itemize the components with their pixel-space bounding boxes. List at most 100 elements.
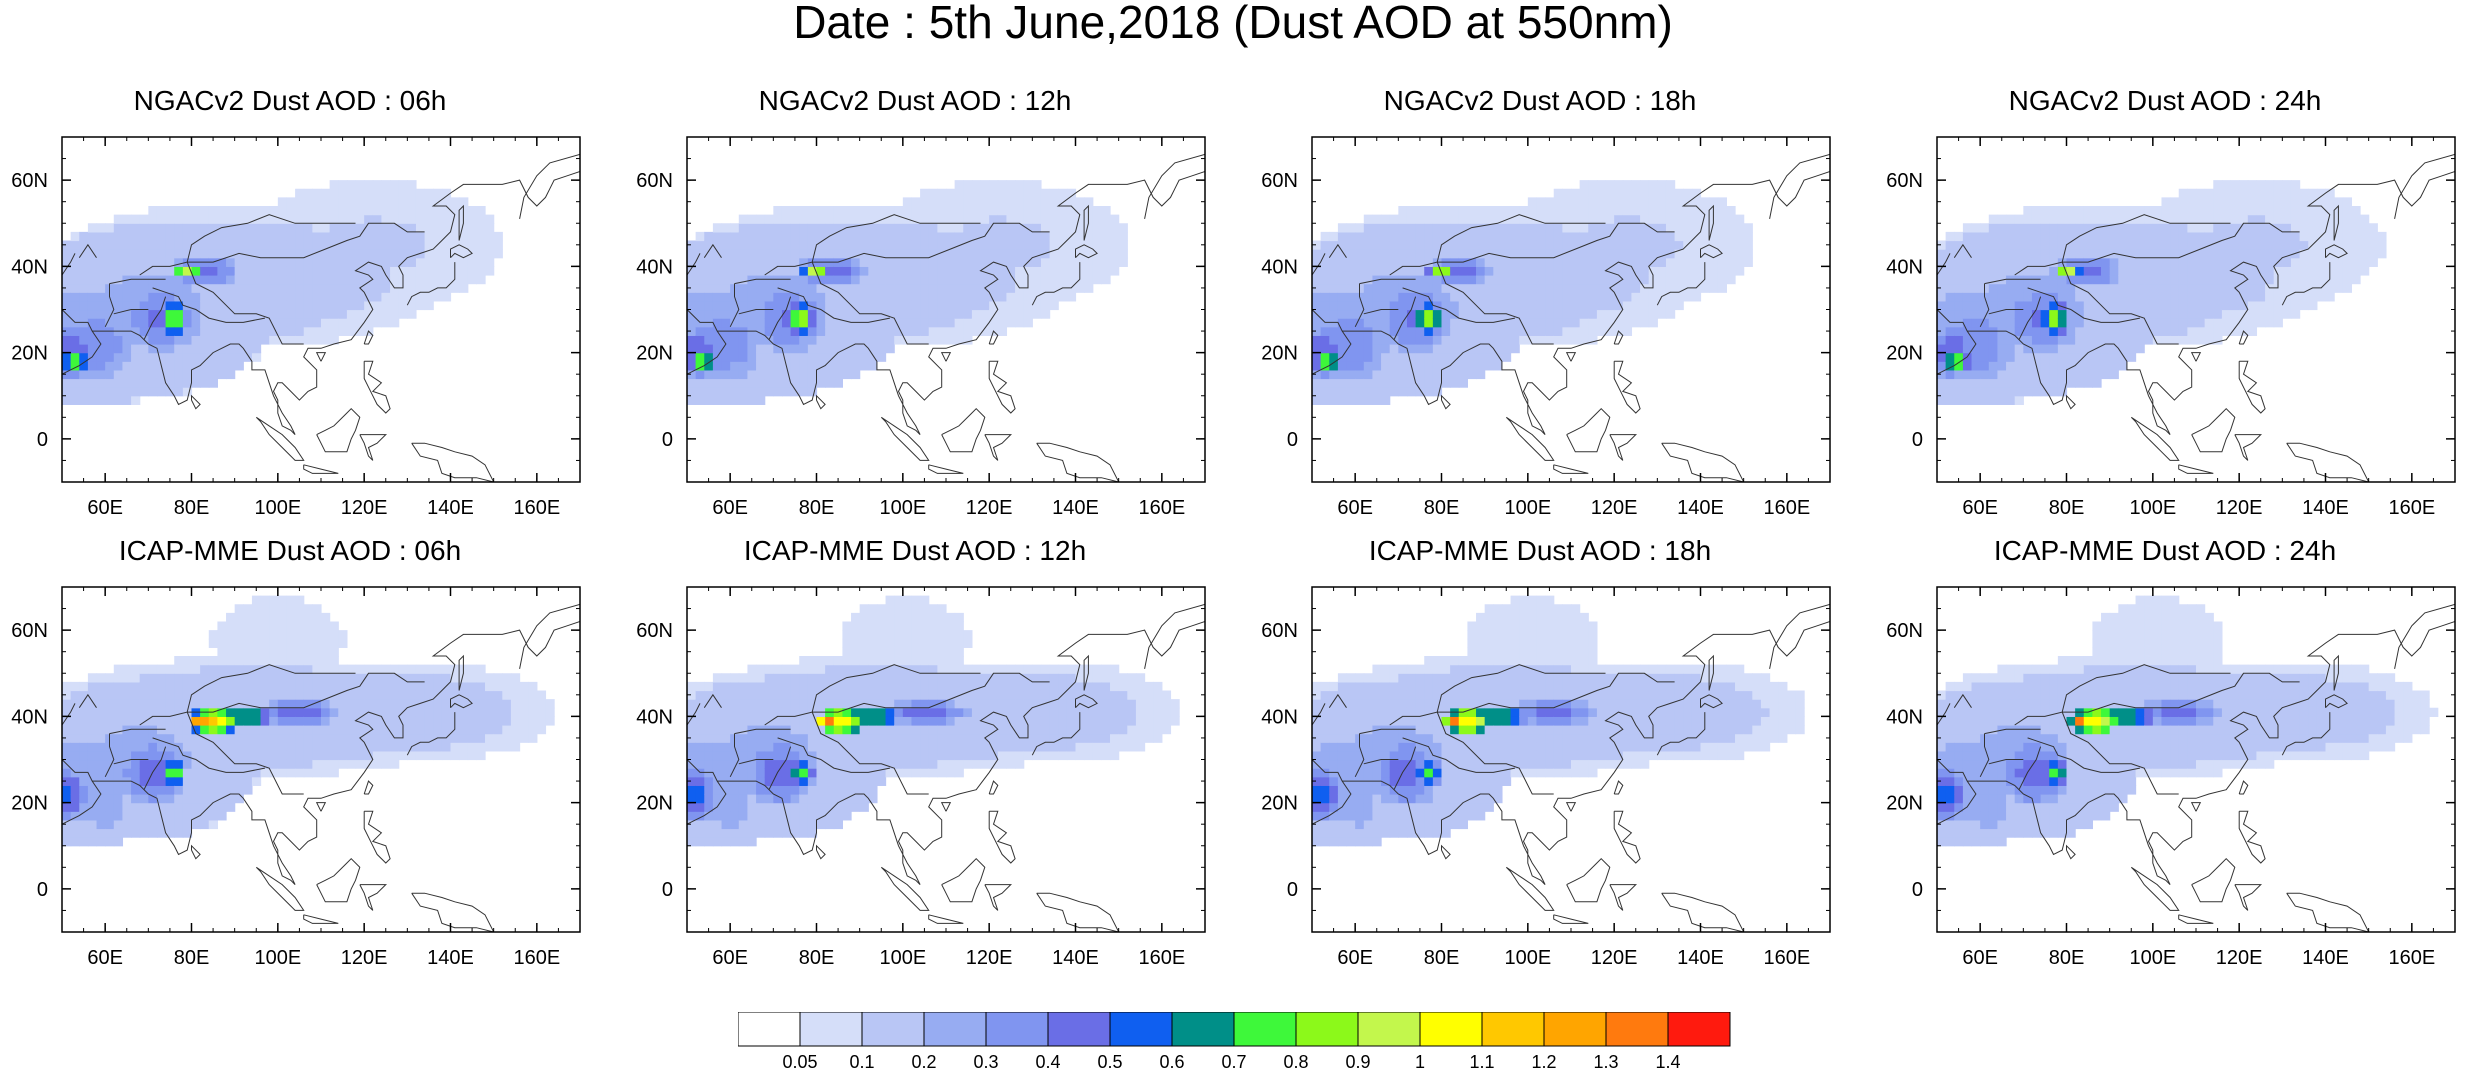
colorbar-swatch — [1233, 1012, 1297, 1047]
longitude-tick-label: 140E — [2302, 497, 2349, 519]
longitude-tick-label: 80E — [2049, 497, 2085, 519]
longitude-tick-label: 160E — [1763, 947, 1810, 969]
longitude-tick-label: 160E — [1138, 947, 1185, 969]
aod-field — [1312, 595, 1805, 847]
dust-aod-map: 60E 80E 100E 120E 140E 160E 0 20N 40N 60N — [1261, 136, 1831, 519]
aod-field — [62, 180, 503, 405]
colorbar-label: 1 — [1415, 1052, 1425, 1070]
panel-title: NGACv2 Dust AOD : 18h — [1383, 85, 1697, 116]
longitude-tick-label: 80E — [1424, 497, 1460, 519]
colorbar-swatch — [738, 1012, 801, 1047]
longitude-tick-label: 100E — [2129, 497, 2176, 519]
colorbar-swatch — [1667, 1012, 1731, 1047]
longitude-tick-label: 160E — [1763, 497, 1810, 519]
longitude-tick-label: 160E — [513, 947, 560, 969]
colorbar-label: 0.05 — [782, 1052, 817, 1070]
coastlines — [62, 603, 580, 932]
dust-aod-map: 60E 80E 100E 120E 140E 160E 0 20N 40N 60N — [636, 136, 1206, 519]
colorbar-label: 0.3 — [973, 1052, 998, 1070]
colorbar-legend: 0.05 0.1 0.2 0.3 0.4 0.5 0.6 0.7 0.8 0.9 1 1.1 1.2 1.… — [738, 1012, 1731, 1070]
longitude-tick-label: 120E — [2216, 947, 2263, 969]
longitude-tick-label: 100E — [1504, 947, 1551, 969]
latitude-tick-label: 40N — [1261, 256, 1298, 278]
aod-field — [1312, 180, 1753, 405]
coastlines — [1937, 603, 2455, 932]
coastlines — [62, 153, 580, 482]
map-panel: NGACv2 Dust AOD : 12h 60E 80E 100E 120E 140E 1… — [625, 85, 1206, 525]
longitude-tick-label: 140E — [1052, 497, 1099, 519]
colorbar-swatch — [1543, 1012, 1607, 1047]
longitude-tick-label: 80E — [1424, 947, 1460, 969]
colorbar-label: 0.1 — [849, 1052, 874, 1070]
dust-aod-map: 60E 80E 100E 120E 140E 160E 0 20N 40N 60N — [1886, 586, 2456, 969]
latitude-tick-label: 40N — [1261, 706, 1298, 728]
colorbar-swatch — [1109, 1012, 1173, 1047]
latitude-tick-label: 20N — [1886, 793, 1923, 815]
map-panel: NGACv2 Dust AOD : 24h 60E 80E 100E 120E 140E 1… — [1875, 85, 2456, 525]
latitude-tick-label: 0 — [1287, 429, 1298, 451]
latitude-tick-label: 0 — [37, 879, 48, 901]
colorbar-swatch — [1419, 1012, 1483, 1047]
colorbar-label: 0.4 — [1035, 1052, 1060, 1070]
colorbar-swatch — [1171, 1012, 1235, 1047]
map-panel: ICAP-MME Dust AOD : 24h 60E 80E 100E 120E 140… — [1875, 535, 2456, 975]
latitude-tick-label: 20N — [11, 793, 48, 815]
panel-title: ICAP-MME Dust AOD : 06h — [118, 535, 462, 566]
longitude-tick-label: 60E — [1337, 947, 1373, 969]
figure-title: Date : 5th June,2018 (Dust AOD at 550nm) — [793, 0, 1673, 48]
dust-aod-map: 60E 80E 100E 120E 140E 160E 0 20N 40N 60N — [636, 586, 1206, 969]
longitude-tick-label: 140E — [1677, 497, 1724, 519]
colorbar-label: 0.8 — [1283, 1052, 1308, 1070]
dust-aod-map: 60E 80E 100E 120E 140E 160E 0 20N 40N 60N — [1261, 586, 1831, 969]
longitude-tick-label: 80E — [799, 947, 835, 969]
map-panel: ICAP-MME Dust AOD : 06h 60E 80E 100E 120E 140… — [0, 535, 581, 975]
map-panel: ICAP-MME Dust AOD : 12h 60E 80E 100E 120E 140… — [625, 535, 1206, 975]
dust-aod-map: 60E 80E 100E 120E 140E 160E 0 20N 40N 60N — [11, 586, 581, 969]
longitude-tick-label: 120E — [966, 497, 1013, 519]
latitude-tick-label: 40N — [11, 706, 48, 728]
latitude-tick-label: 20N — [1261, 343, 1298, 365]
longitude-tick-label: 100E — [254, 947, 301, 969]
latitude-tick-label: 40N — [1886, 256, 1923, 278]
longitude-tick-label: 80E — [174, 497, 210, 519]
coastlines — [1937, 153, 2455, 482]
colorbar-swatch — [923, 1012, 987, 1047]
latitude-tick-label: 40N — [11, 256, 48, 278]
longitude-tick-label: 160E — [2388, 497, 2435, 519]
latitude-tick-label: 0 — [662, 879, 673, 901]
longitude-tick-label: 60E — [712, 947, 748, 969]
colorbar-swatch — [1605, 1012, 1669, 1047]
aod-field — [687, 180, 1128, 405]
colorbar-label: 1.3 — [1593, 1052, 1618, 1070]
longitude-tick-label: 100E — [879, 497, 926, 519]
longitude-tick-label: 80E — [2049, 947, 2085, 969]
latitude-tick-label: 0 — [1912, 429, 1923, 451]
longitude-tick-label: 140E — [1052, 947, 1099, 969]
colorbar-swatch — [1047, 1012, 1111, 1047]
longitude-tick-label: 100E — [2129, 947, 2176, 969]
aod-field — [1937, 595, 2439, 847]
longitude-tick-label: 120E — [341, 947, 388, 969]
latitude-tick-label: 20N — [636, 343, 673, 365]
colorbar-label: 1.2 — [1531, 1052, 1556, 1070]
latitude-tick-label: 60N — [636, 620, 673, 642]
latitude-tick-label: 60N — [11, 170, 48, 192]
latitude-tick-label: 0 — [37, 429, 48, 451]
longitude-tick-label: 60E — [1962, 947, 1998, 969]
longitude-tick-label: 140E — [427, 947, 474, 969]
longitude-tick-label: 160E — [2388, 947, 2435, 969]
latitude-tick-label: 60N — [1886, 620, 1923, 642]
latitude-tick-label: 40N — [636, 256, 673, 278]
colorbar-swatch — [985, 1012, 1049, 1047]
longitude-tick-label: 60E — [87, 497, 123, 519]
longitude-tick-label: 100E — [879, 947, 926, 969]
longitude-tick-label: 80E — [799, 497, 835, 519]
latitude-tick-label: 0 — [1287, 879, 1298, 901]
colorbar-swatch — [861, 1012, 925, 1047]
aod-field — [1937, 180, 2387, 405]
latitude-tick-label: 60N — [1261, 620, 1298, 642]
longitude-tick-label: 60E — [87, 947, 123, 969]
longitude-tick-label: 80E — [174, 947, 210, 969]
colorbar-label: 0.9 — [1345, 1052, 1370, 1070]
latitude-tick-label: 20N — [11, 343, 48, 365]
